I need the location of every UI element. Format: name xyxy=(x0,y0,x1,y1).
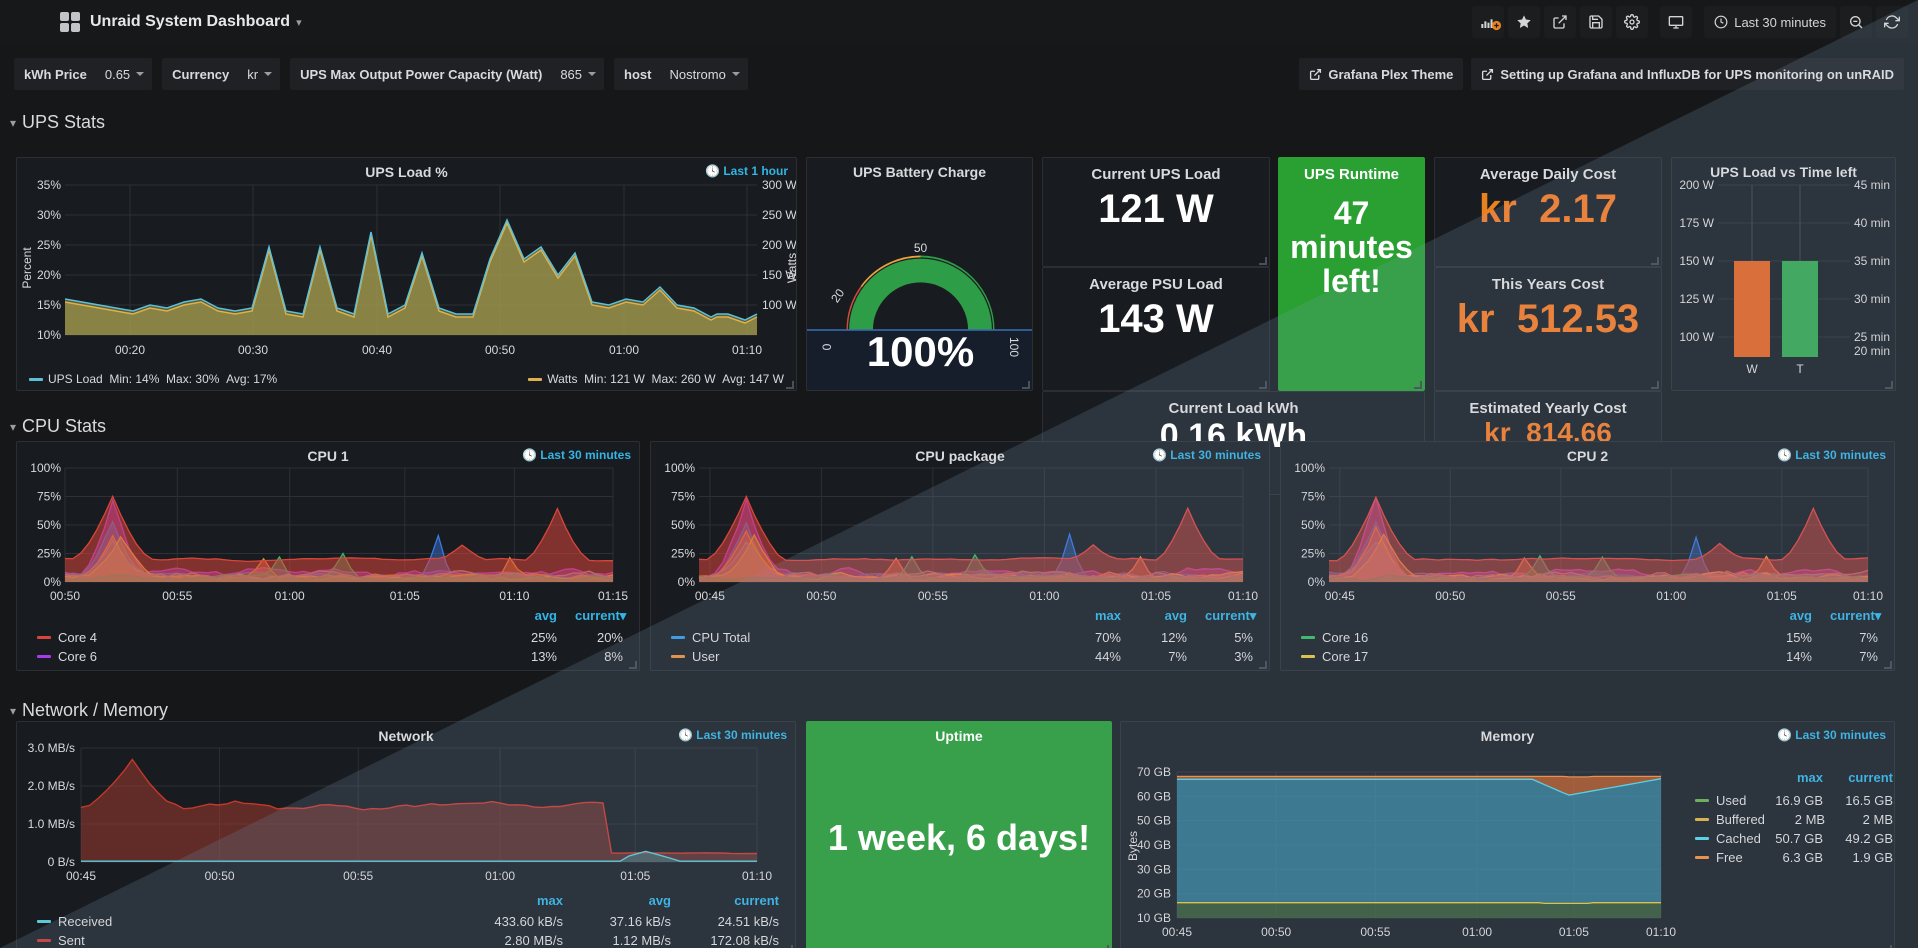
svg-text:01:10: 01:10 xyxy=(1228,589,1258,603)
svg-text:00:40: 00:40 xyxy=(362,343,392,357)
svg-text:50%: 50% xyxy=(671,518,695,532)
svg-text:01:05: 01:05 xyxy=(1767,589,1797,603)
svg-text:40 GB: 40 GB xyxy=(1137,838,1171,852)
svg-text:Percent: Percent xyxy=(20,247,34,289)
svg-text:100%: 100% xyxy=(867,328,974,375)
svg-text:01:00: 01:00 xyxy=(1656,589,1686,603)
svg-text:01:05: 01:05 xyxy=(390,589,420,603)
svg-text:75%: 75% xyxy=(1301,490,1325,504)
svg-text:0%: 0% xyxy=(1308,575,1326,589)
svg-text:40 min: 40 min xyxy=(1854,216,1890,230)
svg-text:01:10: 01:10 xyxy=(499,589,529,603)
svg-text:250 W: 250 W xyxy=(762,208,797,222)
svg-text:150 W: 150 W xyxy=(1679,254,1714,268)
svg-text:T: T xyxy=(1796,362,1804,376)
svg-text:30 min: 30 min xyxy=(1854,292,1890,306)
svg-text:01:00: 01:00 xyxy=(1029,589,1059,603)
svg-text:45 min: 45 min xyxy=(1854,178,1890,192)
svg-text:35%: 35% xyxy=(37,178,61,192)
svg-text:30%: 30% xyxy=(37,208,61,222)
svg-text:0: 0 xyxy=(820,343,834,350)
svg-text:100: 100 xyxy=(1007,337,1021,357)
svg-text:60 GB: 60 GB xyxy=(1137,789,1171,803)
svg-text:50: 50 xyxy=(914,241,928,255)
svg-text:00:50: 00:50 xyxy=(1261,925,1291,939)
svg-text:01:05: 01:05 xyxy=(1559,925,1589,939)
svg-text:125 W: 125 W xyxy=(1679,292,1714,306)
svg-text:00:55: 00:55 xyxy=(1360,925,1390,939)
svg-text:00:50: 00:50 xyxy=(806,589,836,603)
svg-text:50%: 50% xyxy=(37,518,61,532)
svg-text:35 min: 35 min xyxy=(1854,254,1890,268)
svg-text:01:00: 01:00 xyxy=(485,869,515,883)
svg-text:1.0 MB/s: 1.0 MB/s xyxy=(28,817,75,831)
svg-text:20: 20 xyxy=(828,286,847,305)
svg-text:75%: 75% xyxy=(671,490,695,504)
svg-text:20 GB: 20 GB xyxy=(1137,887,1171,901)
svg-text:25 min: 25 min xyxy=(1854,330,1890,344)
svg-text:25%: 25% xyxy=(1301,547,1325,561)
svg-text:01:10: 01:10 xyxy=(1646,925,1676,939)
svg-text:0%: 0% xyxy=(44,575,62,589)
svg-text:01:10: 01:10 xyxy=(742,869,772,883)
svg-text:15%: 15% xyxy=(37,298,61,312)
svg-text:00:45: 00:45 xyxy=(695,589,725,603)
svg-text:100%: 100% xyxy=(1294,461,1325,475)
svg-text:30 GB: 30 GB xyxy=(1137,862,1171,876)
svg-text:0%: 0% xyxy=(678,575,696,589)
svg-text:00:45: 00:45 xyxy=(1162,925,1192,939)
svg-text:20 min: 20 min xyxy=(1854,344,1890,358)
svg-text:300 W: 300 W xyxy=(762,178,797,192)
svg-text:25%: 25% xyxy=(37,547,61,561)
svg-text:01:15: 01:15 xyxy=(598,589,628,603)
svg-text:20%: 20% xyxy=(37,268,61,282)
svg-text:100 W: 100 W xyxy=(1679,330,1714,344)
svg-text:25%: 25% xyxy=(37,238,61,252)
svg-text:10 GB: 10 GB xyxy=(1137,911,1171,925)
svg-text:00:55: 00:55 xyxy=(162,589,192,603)
svg-text:50%: 50% xyxy=(1301,518,1325,532)
svg-text:150 W: 150 W xyxy=(762,268,797,282)
svg-text:00:45: 00:45 xyxy=(66,869,96,883)
svg-text:25%: 25% xyxy=(671,547,695,561)
svg-text:W: W xyxy=(1746,362,1758,376)
svg-text:00:55: 00:55 xyxy=(343,869,373,883)
svg-text:01:10: 01:10 xyxy=(1853,589,1883,603)
svg-text:00:30: 00:30 xyxy=(238,343,268,357)
svg-text:50 GB: 50 GB xyxy=(1137,814,1171,828)
svg-text:00:50: 00:50 xyxy=(205,869,235,883)
svg-text:75%: 75% xyxy=(37,490,61,504)
svg-text:00:55: 00:55 xyxy=(1546,589,1576,603)
svg-text:00:55: 00:55 xyxy=(918,589,948,603)
svg-text:01:05: 01:05 xyxy=(620,869,650,883)
svg-text:100%: 100% xyxy=(664,461,695,475)
svg-text:100 W: 100 W xyxy=(762,298,797,312)
svg-text:01:00: 01:00 xyxy=(609,343,639,357)
svg-text:100%: 100% xyxy=(30,461,61,475)
svg-text:01:10: 01:10 xyxy=(732,343,762,357)
svg-text:200 W: 200 W xyxy=(762,238,797,252)
svg-text:00:50: 00:50 xyxy=(485,343,515,357)
svg-text:3.0 MB/s: 3.0 MB/s xyxy=(28,741,75,755)
svg-text:10%: 10% xyxy=(37,328,61,342)
svg-text:01:00: 01:00 xyxy=(1462,925,1492,939)
svg-text:200 W: 200 W xyxy=(1679,178,1714,192)
svg-text:70 GB: 70 GB xyxy=(1137,765,1171,779)
svg-text:00:50: 00:50 xyxy=(50,589,80,603)
svg-text:01:00: 01:00 xyxy=(275,589,305,603)
svg-text:01:05: 01:05 xyxy=(1141,589,1171,603)
svg-text:00:50: 00:50 xyxy=(1435,589,1465,603)
svg-text:00:45: 00:45 xyxy=(1325,589,1355,603)
svg-text:2.0 MB/s: 2.0 MB/s xyxy=(28,779,75,793)
svg-text:0 B/s: 0 B/s xyxy=(48,855,75,869)
svg-text:00:20: 00:20 xyxy=(115,343,145,357)
svg-text:175 W: 175 W xyxy=(1679,216,1714,230)
